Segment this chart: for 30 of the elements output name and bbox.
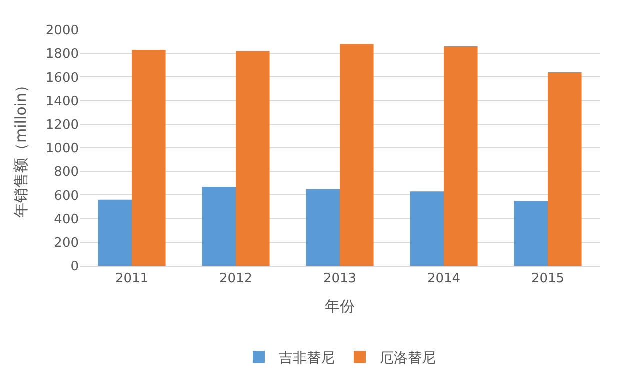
bar bbox=[514, 201, 548, 266]
y-tick-label: 0 bbox=[70, 260, 79, 275]
y-tick-label: 1200 bbox=[46, 118, 79, 133]
x-tick-label: 2013 bbox=[323, 272, 357, 287]
y-tick-label: 400 bbox=[54, 212, 79, 228]
y-tick-label: 1800 bbox=[46, 47, 79, 62]
bar bbox=[132, 50, 166, 266]
legend-label: 厄洛替尼 bbox=[380, 350, 436, 367]
x-tick-label: 2015 bbox=[531, 272, 565, 287]
y-tick-label: 1400 bbox=[46, 94, 79, 110]
y-tick-label: 800 bbox=[54, 165, 79, 180]
x-tick-label: 2014 bbox=[427, 272, 461, 287]
y-tick-label: 2000 bbox=[46, 24, 79, 39]
bar bbox=[202, 186, 236, 266]
x-tick-label: 2011 bbox=[115, 272, 149, 287]
x-axis-title: 年份 bbox=[325, 298, 355, 316]
x-tick-label: 2012 bbox=[219, 272, 253, 287]
bar bbox=[236, 51, 270, 266]
bar bbox=[306, 189, 340, 266]
legend-label: 吉非替尼 bbox=[279, 350, 335, 367]
bar bbox=[98, 200, 132, 266]
bar bbox=[444, 46, 478, 266]
y-tick-label: 1000 bbox=[46, 142, 79, 157]
bar bbox=[548, 72, 582, 266]
bar bbox=[340, 44, 374, 266]
bar bbox=[410, 192, 444, 266]
y-tick-label: 200 bbox=[54, 236, 79, 251]
y-tick-label: 600 bbox=[54, 188, 79, 204]
y-axis-title: 年销售额（milloin） bbox=[12, 78, 30, 218]
y-tick-label: 1600 bbox=[46, 70, 79, 86]
